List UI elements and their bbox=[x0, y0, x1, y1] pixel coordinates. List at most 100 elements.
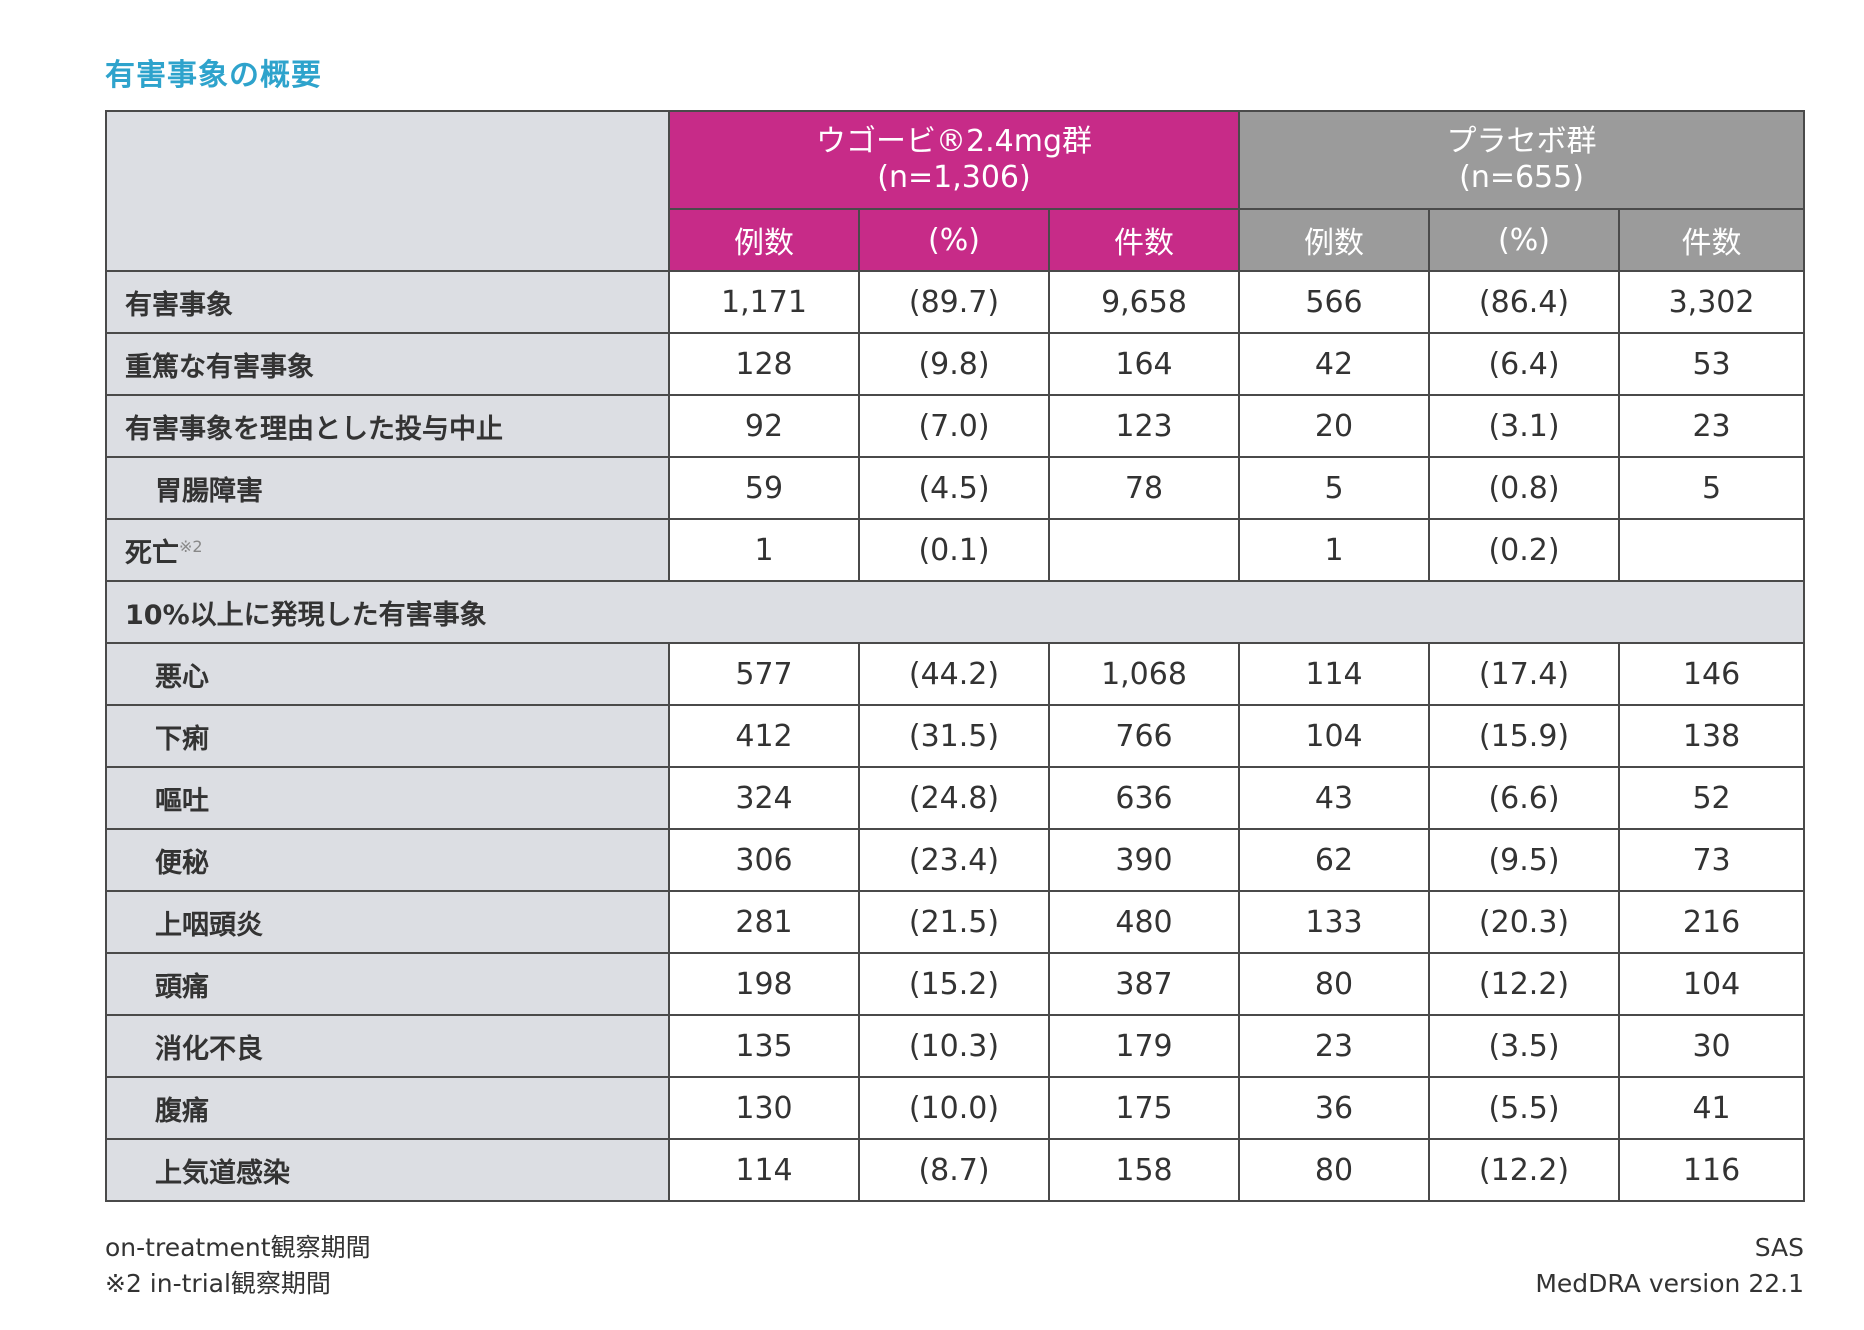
wegovy-pct: (0.1) bbox=[858, 518, 1050, 582]
table-row: 嘔吐 324 (24.8) 636 43 (6.6) 52 bbox=[105, 766, 1806, 830]
placebo-count: 36 bbox=[1238, 1076, 1431, 1140]
row-label: 胃腸障害 bbox=[105, 456, 670, 520]
wegovy-events: 158 bbox=[1047, 1138, 1241, 1202]
table-row: 有害事象 1,171 (89.7) 9,658 566 (86.4) 3,302 bbox=[105, 270, 1806, 334]
row-label: 上気道感染 bbox=[105, 1138, 670, 1202]
placebo-count: 133 bbox=[1238, 890, 1431, 954]
table-row: 有害事象を理由とした投与中止 92 (7.0) 123 20 (3.1) 23 bbox=[105, 394, 1806, 458]
wegovy-events bbox=[1047, 518, 1241, 582]
placebo-pct: (20.3) bbox=[1428, 890, 1621, 954]
wegovy-pct: (44.2) bbox=[858, 642, 1050, 706]
placebo-count: 114 bbox=[1238, 642, 1431, 706]
wegovy-events: 179 bbox=[1047, 1014, 1241, 1078]
table-row: 悪心 577 (44.2) 1,068 114 (17.4) 146 bbox=[105, 642, 1806, 706]
wegovy-pct: (9.8) bbox=[858, 332, 1050, 396]
wegovy-pct: (31.5) bbox=[858, 704, 1050, 768]
placebo-events-header: 件数 bbox=[1618, 208, 1806, 272]
wegovy-count: 135 bbox=[668, 1014, 860, 1078]
wegovy-events: 480 bbox=[1047, 890, 1241, 954]
placebo-events: 138 bbox=[1618, 704, 1806, 768]
table-row: 頭痛 198 (15.2) 387 80 (12.2) 104 bbox=[105, 952, 1806, 1016]
page-title: 有害事象の概要 bbox=[105, 58, 322, 93]
placebo-pct: (12.2) bbox=[1428, 952, 1621, 1016]
wegovy-pct: (10.3) bbox=[858, 1014, 1050, 1078]
row-label: 便秘 bbox=[105, 828, 670, 892]
table-row: 消化不良 135 (10.3) 179 23 (3.5) 30 bbox=[105, 1014, 1806, 1078]
wegovy-pct: (15.2) bbox=[858, 952, 1050, 1016]
footnotes-right: SAS MedDRA version 22.1 bbox=[1535, 1230, 1804, 1302]
adverse-events-table: ウゴービ®2.4mg群 (n=1,306) プラセボ群 (n=655) 例数 (… bbox=[104, 110, 1806, 1202]
wegovy-events: 175 bbox=[1047, 1076, 1241, 1140]
placebo-events: 23 bbox=[1618, 394, 1806, 458]
wegovy-count-header: 例数 bbox=[668, 208, 860, 272]
placebo-events: 30 bbox=[1618, 1014, 1806, 1078]
placebo-group-header: プラセボ群 (n=655) bbox=[1238, 110, 1806, 210]
wegovy-pct: (8.7) bbox=[858, 1138, 1050, 1202]
row-label: 死亡 bbox=[125, 537, 179, 569]
placebo-count: 42 bbox=[1238, 332, 1431, 396]
placebo-pct: (0.8) bbox=[1428, 456, 1621, 520]
placebo-pct: (6.4) bbox=[1428, 332, 1621, 396]
wegovy-events: 123 bbox=[1047, 394, 1241, 458]
row-label: 頭痛 bbox=[105, 952, 670, 1016]
wegovy-pct: (24.8) bbox=[858, 766, 1050, 830]
footnote-meddra-version: MedDRA version 22.1 bbox=[1535, 1269, 1804, 1298]
placebo-events: 146 bbox=[1618, 642, 1806, 706]
placebo-events: 53 bbox=[1618, 332, 1806, 396]
row-label: 下痢 bbox=[105, 704, 670, 768]
placebo-count: 80 bbox=[1238, 1138, 1431, 1202]
section-row: 10%以上に発現した有害事象 bbox=[104, 580, 1806, 644]
table-row: 胃腸障害 59 (4.5) 78 5 (0.8) 5 bbox=[105, 456, 1806, 520]
wegovy-count: 1 bbox=[668, 518, 860, 582]
wegovy-events: 390 bbox=[1047, 828, 1241, 892]
row-label: 悪心 bbox=[105, 642, 670, 706]
wegovy-count: 128 bbox=[668, 332, 860, 396]
placebo-events bbox=[1618, 518, 1806, 582]
wegovy-pct: (89.7) bbox=[858, 270, 1050, 334]
placebo-count: 20 bbox=[1238, 394, 1431, 458]
wegovy-events: 387 bbox=[1047, 952, 1241, 1016]
table-row: 上咽頭炎 281 (21.5) 480 133 (20.3) 216 bbox=[105, 890, 1806, 954]
wegovy-events-header: 件数 bbox=[1047, 208, 1241, 272]
wegovy-count: 412 bbox=[668, 704, 860, 768]
placebo-events: 116 bbox=[1618, 1138, 1806, 1202]
wegovy-count: 130 bbox=[668, 1076, 860, 1140]
wegovy-count: 59 bbox=[668, 456, 860, 520]
placebo-pct: (9.5) bbox=[1428, 828, 1621, 892]
footnote-observation-period: on-treatment観察期間 bbox=[105, 1233, 371, 1262]
placebo-group-n: (n=655) bbox=[1459, 160, 1584, 195]
row-label: 有害事象を理由とした投与中止 bbox=[105, 394, 670, 458]
placebo-count: 80 bbox=[1238, 952, 1431, 1016]
table-row: 上気道感染 114 (8.7) 158 80 (12.2) 116 bbox=[105, 1138, 1806, 1202]
wegovy-pct: (21.5) bbox=[858, 890, 1050, 954]
wegovy-group-header: ウゴービ®2.4mg群 (n=1,306) bbox=[667, 110, 1241, 210]
wegovy-count: 198 bbox=[668, 952, 860, 1016]
placebo-count: 5 bbox=[1238, 456, 1431, 520]
wegovy-pct: (23.4) bbox=[858, 828, 1050, 892]
wegovy-count: 1,171 bbox=[668, 270, 860, 334]
placebo-pct: (12.2) bbox=[1428, 1138, 1621, 1202]
table-row: 便秘 306 (23.4) 390 62 (9.5) 73 bbox=[105, 828, 1806, 892]
wegovy-count: 114 bbox=[668, 1138, 860, 1202]
row-label: 有害事象 bbox=[105, 270, 670, 334]
wegovy-pct: (10.0) bbox=[858, 1076, 1050, 1140]
wegovy-events: 78 bbox=[1047, 456, 1241, 520]
table-row: 下痢 412 (31.5) 766 104 (15.9) 138 bbox=[105, 704, 1806, 768]
wegovy-count: 92 bbox=[668, 394, 860, 458]
placebo-events: 52 bbox=[1618, 766, 1806, 830]
wegovy-events: 766 bbox=[1047, 704, 1241, 768]
row-label: 上咽頭炎 bbox=[105, 890, 670, 954]
wegovy-pct: (4.5) bbox=[858, 456, 1050, 520]
placebo-events: 5 bbox=[1618, 456, 1806, 520]
footnote-analysis-set: SAS bbox=[1754, 1233, 1804, 1262]
placebo-pct: (5.5) bbox=[1428, 1076, 1621, 1140]
placebo-count: 62 bbox=[1238, 828, 1431, 892]
wegovy-pct: (7.0) bbox=[858, 394, 1050, 458]
wegovy-events: 9,658 bbox=[1047, 270, 1241, 334]
wegovy-events: 636 bbox=[1047, 766, 1241, 830]
placebo-count: 43 bbox=[1238, 766, 1431, 830]
wegovy-count: 306 bbox=[668, 828, 860, 892]
placebo-count: 1 bbox=[1238, 518, 1431, 582]
placebo-count-header: 例数 bbox=[1238, 208, 1431, 272]
placebo-pct: (86.4) bbox=[1428, 270, 1621, 334]
